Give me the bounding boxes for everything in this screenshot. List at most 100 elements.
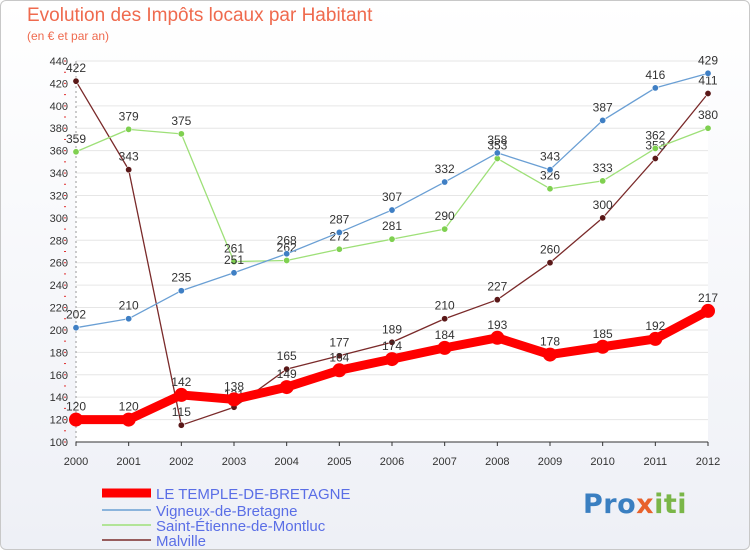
data-point xyxy=(283,256,291,264)
data-label: 138 xyxy=(224,379,244,393)
data-label: 165 xyxy=(277,349,297,363)
data-point xyxy=(543,347,557,362)
data-label: 227 xyxy=(487,280,507,294)
x-tick-label: 2002 xyxy=(169,456,193,468)
data-label: 332 xyxy=(435,162,455,176)
series-3: 422343115131165177189210227260300353411 xyxy=(66,61,718,429)
data-point xyxy=(72,148,80,156)
data-point xyxy=(648,331,663,346)
data-label: 307 xyxy=(382,190,402,204)
chart-title: Evolution des Impôts locaux par Habitant xyxy=(27,5,373,26)
data-label: 300 xyxy=(593,198,613,212)
data-point xyxy=(704,69,712,77)
data-label: 411 xyxy=(698,73,717,87)
data-point xyxy=(701,303,715,318)
data-label: 184 xyxy=(435,328,455,342)
data-point xyxy=(177,421,185,429)
x-tick-label: 2008 xyxy=(485,456,509,468)
data-point xyxy=(283,365,291,373)
data-point xyxy=(335,352,343,360)
series-0: 120 120 142 138 149 164 174 184 193 178 185 192 217 xyxy=(66,291,718,427)
data-label: 189 xyxy=(382,322,402,336)
y-tick-label: 280 xyxy=(50,235,68,247)
logo-part-3: iti xyxy=(654,489,687,520)
legend-label: Malville xyxy=(156,533,206,550)
data-point xyxy=(493,296,501,304)
data-point xyxy=(388,235,396,243)
logo-part-1: Pro xyxy=(583,489,637,520)
chart-subtitle: (en € et par an) xyxy=(27,29,110,43)
y-tick-label: 100 xyxy=(50,437,68,449)
y-tick-label: 300 xyxy=(50,213,68,225)
data-point xyxy=(230,258,238,266)
y-tick-label: 240 xyxy=(50,280,68,292)
data-point xyxy=(599,116,607,124)
data-point xyxy=(599,177,607,185)
data-label: 290 xyxy=(435,209,455,223)
legend-label: LE TEMPLE-DE-BRETAGNE xyxy=(156,486,351,503)
data-label: 353 xyxy=(487,138,507,152)
x-tick-label: 2000 xyxy=(64,456,88,468)
legend-label: Vigneux-de-Bretagne xyxy=(156,503,298,520)
data-label: 174 xyxy=(382,339,402,353)
data-label: 362 xyxy=(645,128,665,142)
data-point xyxy=(174,387,189,402)
y-tick-label: 120 xyxy=(50,415,68,427)
data-point xyxy=(546,166,554,174)
y-tick-label: 260 xyxy=(50,258,68,270)
data-label: 192 xyxy=(645,319,665,333)
data-label: 178 xyxy=(540,335,560,349)
data-label: 387 xyxy=(593,100,613,114)
x-tick-label: 2011 xyxy=(644,456,668,468)
data-label: 326 xyxy=(540,169,560,183)
data-point xyxy=(385,352,399,367)
data-label: 217 xyxy=(698,291,718,305)
data-label: 281 xyxy=(382,219,402,233)
data-label: 429 xyxy=(698,53,718,67)
series-1: 202 210 235 251 268 287 307 332 358 343 387 416 429 xyxy=(66,53,718,332)
x-tick-label: 2007 xyxy=(432,456,456,468)
data-point xyxy=(437,340,452,355)
legend-label: Saint-Étienne-de-Montluc xyxy=(156,518,326,535)
data-point xyxy=(651,84,659,92)
data-point xyxy=(441,178,449,186)
data-point xyxy=(651,154,659,162)
data-point xyxy=(227,392,241,407)
data-label: 235 xyxy=(171,271,191,285)
data-label: 287 xyxy=(329,212,349,226)
y-tick-label: 360 xyxy=(50,146,68,158)
data-label: 177 xyxy=(329,336,349,350)
proxiti-logo: Proxiti xyxy=(583,489,687,520)
y-tick-label: 200 xyxy=(50,325,68,337)
data-label: 268 xyxy=(277,234,297,248)
data-point xyxy=(125,315,133,323)
y-tick-label: 380 xyxy=(50,123,68,135)
data-label: 185 xyxy=(593,327,613,341)
y-tick-label: 320 xyxy=(50,190,68,202)
x-tick-label: 2003 xyxy=(222,456,246,468)
x-tick-label: 2010 xyxy=(590,456,614,468)
data-point xyxy=(493,149,501,157)
data-point xyxy=(177,287,185,295)
data-label: 164 xyxy=(329,350,349,364)
data-label: 210 xyxy=(435,299,455,313)
data-label: 343 xyxy=(540,150,560,164)
y-tick-label: 220 xyxy=(50,303,68,315)
data-point xyxy=(279,380,294,395)
logo-part-2: x xyxy=(636,489,655,520)
data-point xyxy=(72,324,80,332)
data-label: 193 xyxy=(487,318,507,332)
legend: LE TEMPLE-DE-BRETAGNEVigneux-de-Bretagne… xyxy=(102,486,351,550)
data-label: 120 xyxy=(66,400,86,414)
data-point xyxy=(651,144,659,152)
data-label: 379 xyxy=(119,109,139,123)
data-label: 380 xyxy=(698,108,718,122)
data-point xyxy=(283,250,291,258)
data-label: 416 xyxy=(645,68,665,82)
data-point xyxy=(125,166,133,174)
y-tick-label: 400 xyxy=(50,101,68,113)
data-label: 260 xyxy=(540,243,560,257)
x-tick-label: 2012 xyxy=(696,456,720,468)
